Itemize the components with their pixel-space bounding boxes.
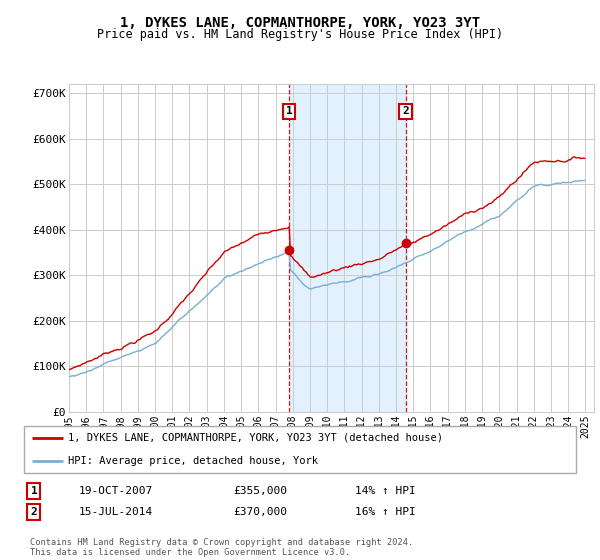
Text: 1, DYKES LANE, COPMANTHORPE, YORK, YO23 3YT: 1, DYKES LANE, COPMANTHORPE, YORK, YO23 … (120, 16, 480, 30)
Text: 1: 1 (286, 106, 293, 116)
Text: Price paid vs. HM Land Registry's House Price Index (HPI): Price paid vs. HM Land Registry's House … (97, 28, 503, 41)
Bar (289, 84, 406, 412)
Text: 1: 1 (31, 486, 37, 496)
Text: 1, DYKES LANE, COPMANTHORPE, YORK, YO23 3YT (detached house): 1, DYKES LANE, COPMANTHORPE, YORK, YO23 … (68, 432, 443, 442)
Text: 15-JUL-2014: 15-JUL-2014 (79, 507, 154, 517)
Text: 19-OCT-2007: 19-OCT-2007 (79, 486, 154, 496)
Text: £355,000: £355,000 (234, 486, 288, 496)
Text: 16% ↑ HPI: 16% ↑ HPI (355, 507, 416, 517)
Text: 2: 2 (402, 106, 409, 116)
Text: 2: 2 (31, 507, 37, 517)
Text: 14% ↑ HPI: 14% ↑ HPI (355, 486, 416, 496)
Text: £370,000: £370,000 (234, 507, 288, 517)
FancyBboxPatch shape (24, 426, 576, 473)
Text: Contains HM Land Registry data © Crown copyright and database right 2024.
This d: Contains HM Land Registry data © Crown c… (29, 538, 413, 557)
Text: HPI: Average price, detached house, York: HPI: Average price, detached house, York (68, 456, 318, 466)
